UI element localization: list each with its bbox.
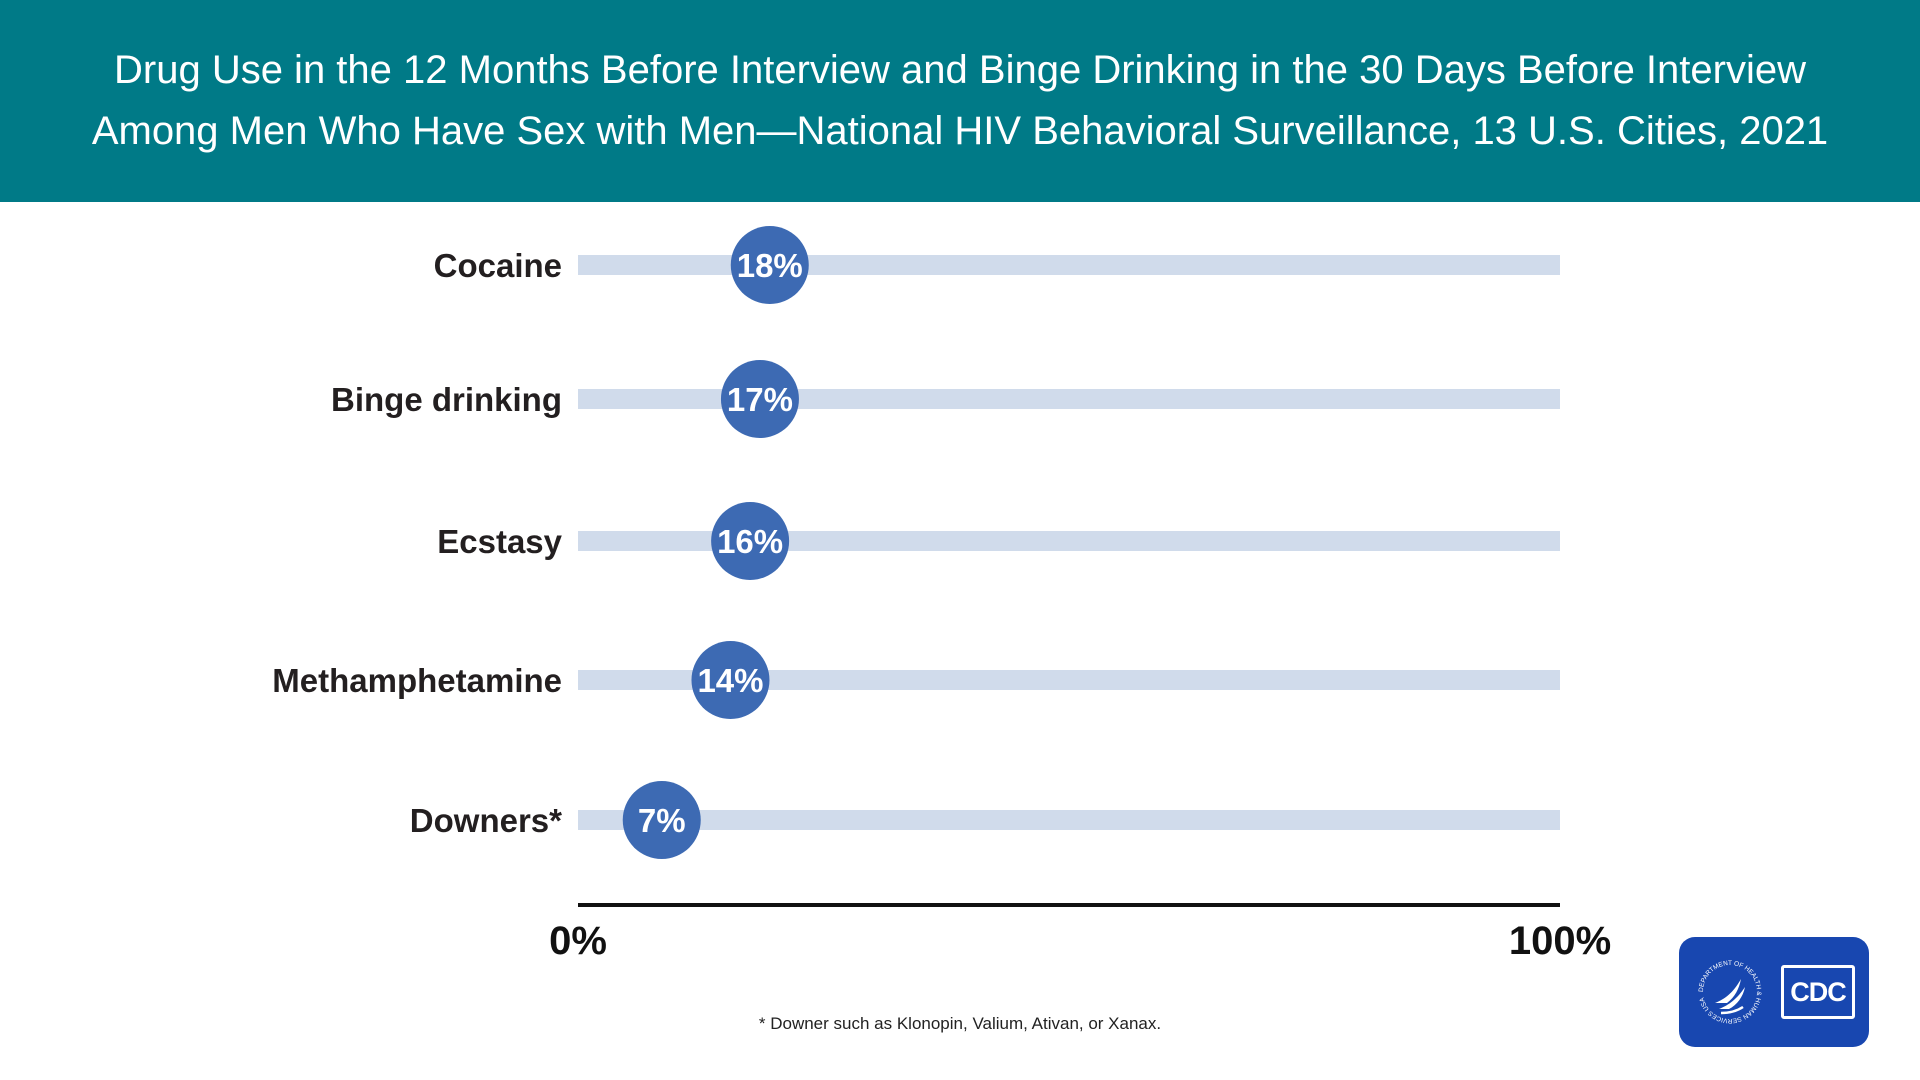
data-label: 17% bbox=[727, 381, 793, 418]
bar-track bbox=[578, 810, 1560, 830]
value-marker bbox=[622, 781, 701, 859]
svg-text:DEPARTMENT OF HEALTH & HUMAN S: DEPARTMENT OF HEALTH & HUMAN SERVICES US… bbox=[1698, 960, 1762, 1024]
cdc-logo-text: CDC bbox=[1781, 965, 1855, 1019]
bar-track bbox=[578, 255, 1560, 275]
footnote: * Downer such as Klonopin, Valium, Ativa… bbox=[758, 1014, 1162, 1033]
hhs-seal-icon: DEPARTMENT OF HEALTH & HUMAN SERVICES US… bbox=[1698, 960, 1762, 1024]
data-label: 14% bbox=[697, 662, 763, 699]
chart-title-banner: Drug Use in the 12 Months Before Intervi… bbox=[0, 0, 1920, 202]
category-label: Methamphetamine bbox=[272, 662, 562, 699]
category-label: Ecstasy bbox=[437, 523, 562, 560]
chart-title-line-2: Among Men Who Have Sex with Men—National… bbox=[91, 109, 1829, 153]
value-marker bbox=[691, 641, 770, 719]
data-label: 7% bbox=[638, 802, 686, 839]
chart-title-line-1: Drug Use in the 12 Months Before Intervi… bbox=[114, 48, 1806, 92]
seal-text: DEPARTMENT OF HEALTH & HUMAN SERVICES US… bbox=[1698, 960, 1762, 1024]
bar-track bbox=[578, 389, 1560, 409]
data-label: 18% bbox=[737, 247, 803, 284]
value-marker bbox=[730, 226, 809, 304]
hhs-cdc-logo: DEPARTMENT OF HEALTH & HUMAN SERVICES US… bbox=[1679, 937, 1869, 1047]
bar-track bbox=[578, 531, 1560, 551]
x-tick-label: 100% bbox=[1509, 919, 1611, 963]
value-marker bbox=[711, 502, 790, 580]
category-label: Downers* bbox=[410, 802, 562, 839]
category-label: Cocaine bbox=[434, 247, 562, 284]
data-label: 16% bbox=[717, 523, 783, 560]
bar-track bbox=[578, 670, 1560, 690]
category-label: Binge drinking bbox=[331, 381, 562, 418]
x-tick-label: 0% bbox=[549, 919, 607, 963]
value-marker bbox=[720, 360, 799, 438]
